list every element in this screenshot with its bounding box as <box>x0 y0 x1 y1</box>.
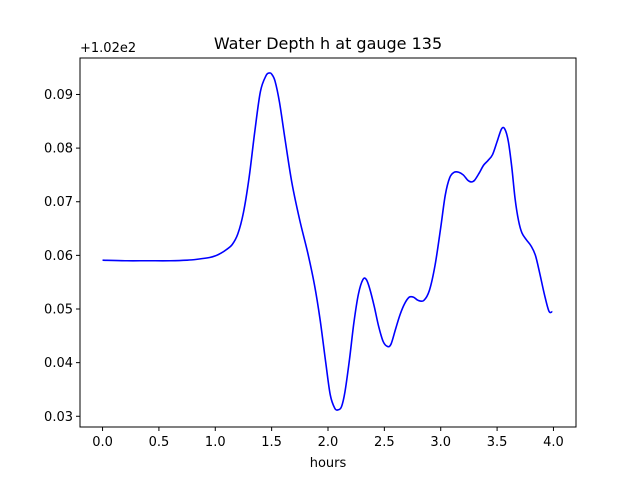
y-axis-ticks: 0.03 0.04 0.05 0.06 0.07 0.08 0.09 <box>44 88 80 425</box>
y-tick-label: 0.04 <box>44 356 73 371</box>
x-axis-label: hours <box>310 456 347 471</box>
y-tick-label: 0.03 <box>44 410 73 425</box>
y-axis-offset-label: +1.02e2 <box>80 41 136 56</box>
y-tick-label: 0.07 <box>44 195 73 210</box>
y-tick-label: 0.08 <box>44 142 73 157</box>
x-tick-label: 4.0 <box>543 435 564 450</box>
x-tick-label: 1.5 <box>261 435 282 450</box>
y-tick-label: 0.05 <box>44 303 73 318</box>
x-tick-label: 3.0 <box>430 435 451 450</box>
x-axis-ticks: 0.0 0.5 1.0 1.5 2.0 2.5 3.0 3.5 4.0 <box>92 427 564 450</box>
x-tick-label: 2.5 <box>374 435 395 450</box>
y-tick-label: 0.09 <box>44 88 73 103</box>
chart-title: Water Depth h at gauge 135 <box>214 34 442 53</box>
x-tick-label: 0.0 <box>92 435 113 450</box>
y-tick-label: 0.06 <box>44 249 73 264</box>
x-tick-label: 0.5 <box>149 435 170 450</box>
x-tick-label: 1.0 <box>205 435 226 450</box>
x-tick-label: 3.5 <box>487 435 508 450</box>
x-tick-label: 2.0 <box>318 435 339 450</box>
plot-layer <box>102 72 553 411</box>
series-line-0 <box>102 72 553 411</box>
